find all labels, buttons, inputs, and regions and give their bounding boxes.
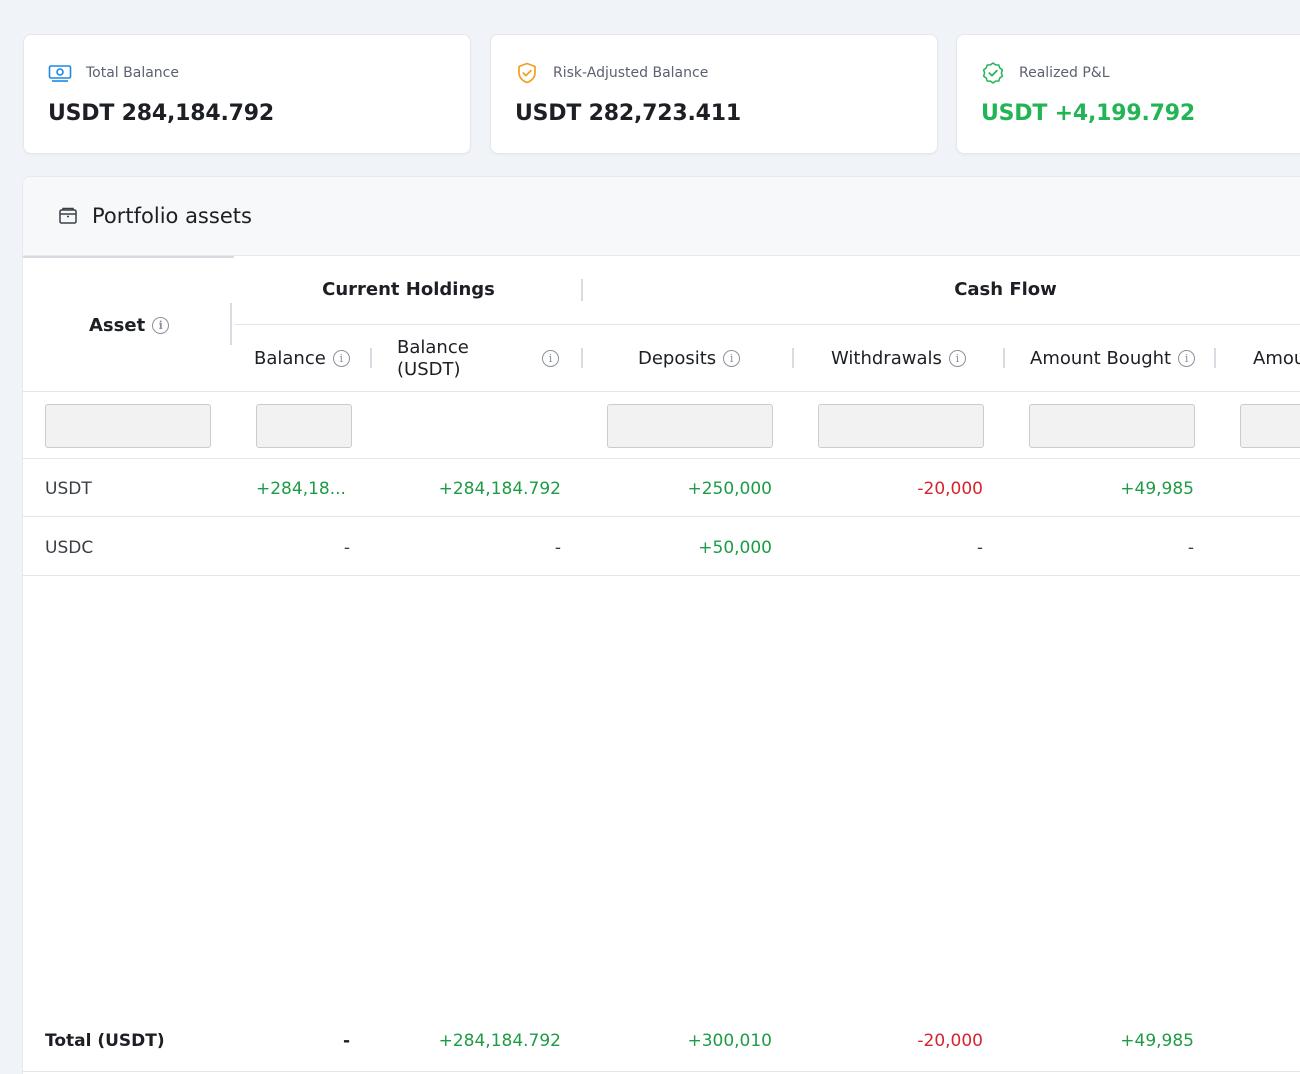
withdrawals-cell: -20,000 [917,479,983,499]
total-withdrawals-cell: -20,000 [917,1031,983,1051]
withdrawals-cell: - [976,538,983,558]
check-circle-icon [982,62,1004,84]
info-icon[interactable]: i [723,350,741,367]
info-icon[interactable]: i [152,317,170,334]
total-balance-usdt-cell: +284,184.792 [438,1031,561,1051]
balance-filter-input[interactable] [256,404,352,448]
current-holdings-group-header: Current Holdings [322,279,495,300]
cash-flow-group-header: Cash Flow [954,279,1057,300]
risk-adjusted-balance-card: Risk-Adjusted Balance USDT 282,723.411 [490,34,938,154]
info-icon[interactable]: i [948,350,966,367]
balance-cell: - [343,538,350,558]
amount-sold-column-header[interactable]: Amou [1253,348,1300,369]
amount-bought-filter-input[interactable] [1029,404,1195,448]
total-balance-value: USDT 284,184.792 [48,101,274,126]
realized-pnl-value: USDT +4,199.792 [981,101,1195,126]
balance-cell: +284,18... [256,479,346,499]
info-icon[interactable]: i [1178,350,1196,367]
portfolio-assets-panel: Portfolio assets Asset i Current Holdings… [22,176,1300,1074]
asset-cell: USDC [45,538,94,558]
panel-header: Portfolio assets [23,177,1300,256]
deposits-column-header[interactable]: Deposits i [638,348,741,369]
balance-usdt-cell: +284,184.792 [438,479,561,499]
total-balance-card: Total Balance USDT 284,184.792 [23,34,471,154]
realized-pnl-label: Realized P&L [1019,65,1110,81]
amount-sold-filter-input[interactable] [1240,404,1300,448]
risk-adjusted-balance-value: USDT 282,723.411 [515,101,741,126]
withdrawals-column-header[interactable]: Withdrawals i [831,348,966,369]
info-icon[interactable]: i [542,350,559,367]
realized-pnl-card: Realized P&L USDT +4,199.792 [956,34,1300,154]
balance-usdt-column-header[interactable]: Balance (USDT) [397,337,469,380]
balance-column-header[interactable]: Balance i [254,348,350,369]
info-icon[interactable]: i [332,350,350,367]
balance-usdt-cell: - [554,538,561,558]
total-deposits-cell: +300,010 [687,1031,772,1051]
asset-column-header[interactable]: Asset i [89,315,170,336]
wallet-icon [59,207,77,224]
asset-filter-input[interactable] [45,404,211,448]
amount-bought-cell: +49,985 [1120,479,1194,499]
total-balance-cell: - [342,1031,350,1051]
deposits-cell: +250,000 [687,479,772,499]
total-amount-bought-cell: +49,985 [1120,1031,1194,1051]
total-label: Total (USDT) [45,1031,165,1051]
total-balance-label: Total Balance [86,65,179,81]
amount-bought-cell: - [1187,538,1194,558]
shield-check-icon [518,62,536,84]
asset-cell: USDT [45,479,92,499]
deposits-filter-input[interactable] [607,404,773,448]
amount-bought-column-header[interactable]: Amount Bought i [1030,348,1196,369]
panel-title: Portfolio assets [92,204,252,228]
risk-adjusted-balance-label: Risk-Adjusted Balance [553,65,709,81]
money-icon [48,65,72,82]
deposits-cell: +50,000 [698,538,772,558]
withdrawals-filter-input[interactable] [818,404,984,448]
